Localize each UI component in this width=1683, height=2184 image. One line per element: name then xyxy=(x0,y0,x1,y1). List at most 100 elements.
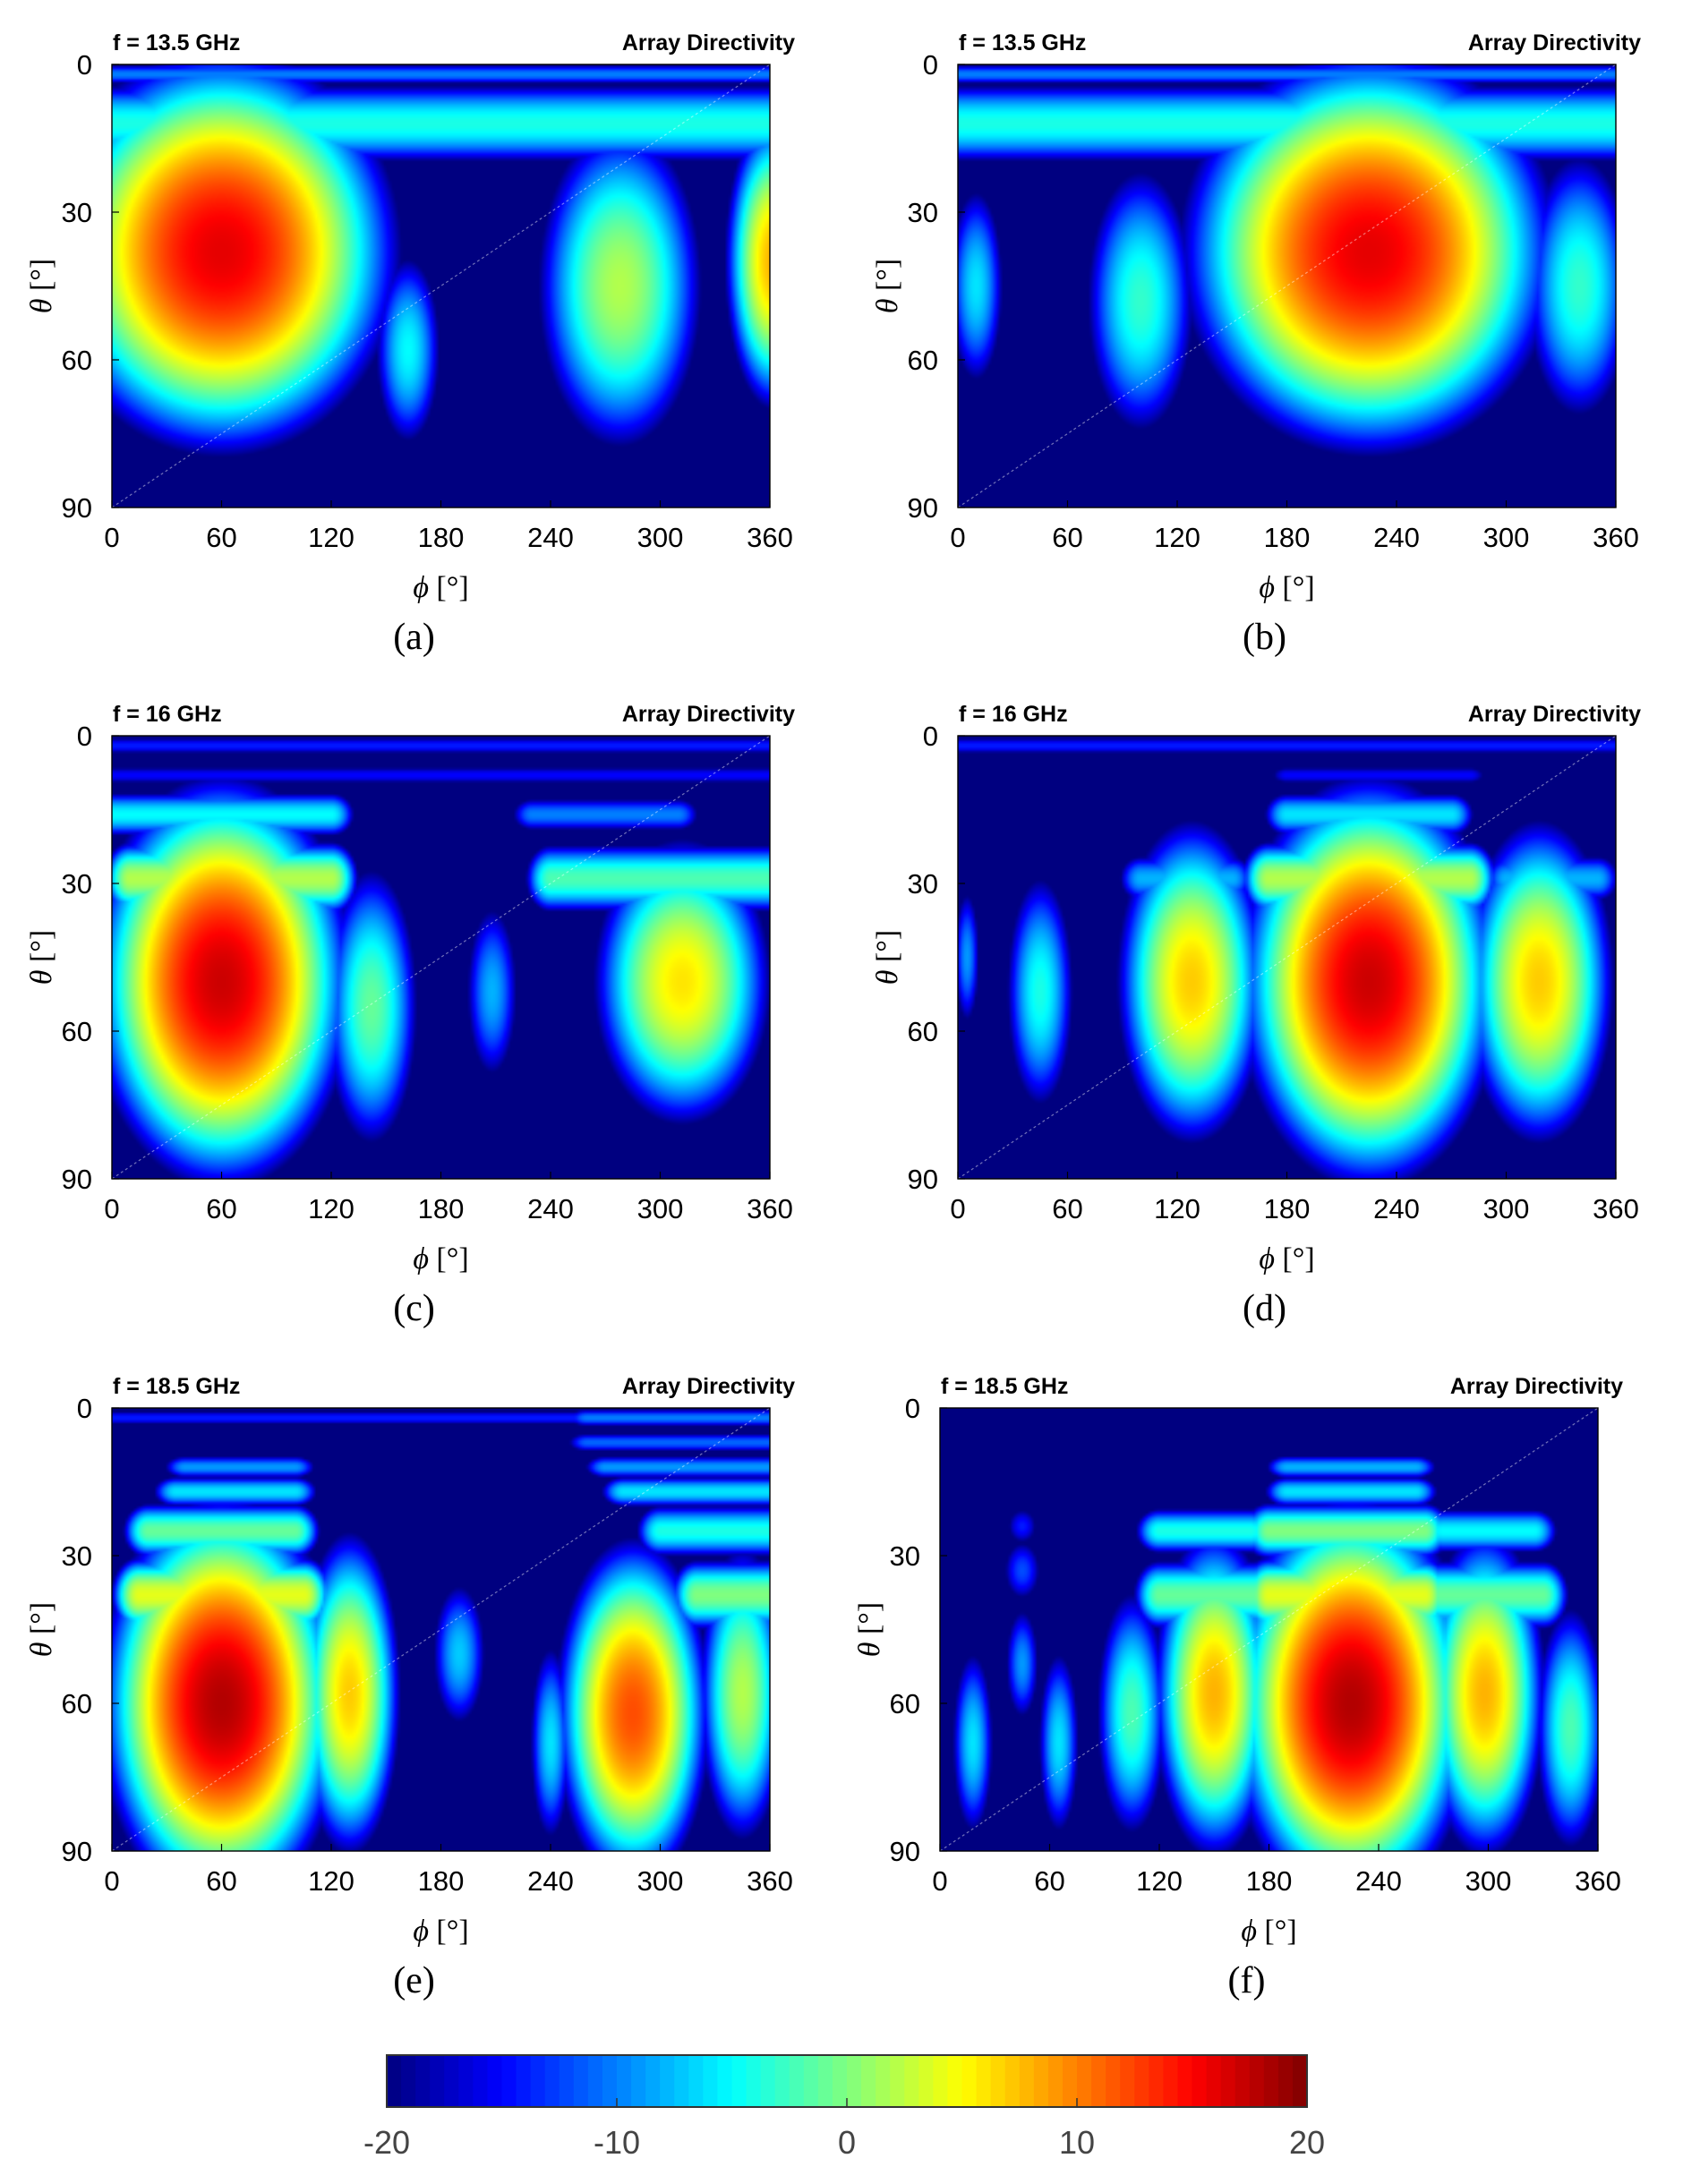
y-axis-label: θ [°] xyxy=(853,1602,886,1657)
heatmap-image xyxy=(112,1408,770,1851)
colorbar-swatch xyxy=(990,2055,1006,2107)
x-tick-label: 60 xyxy=(1034,1865,1064,1897)
heatmap-image xyxy=(112,736,770,1179)
panel-a: 0 60 120 180 240 300 360 0 30 60 90 f = 13.5 GHz Arr… xyxy=(25,30,795,658)
colorbar-swatch xyxy=(703,2055,719,2107)
colorbar-swatch xyxy=(876,2055,891,2107)
x-tick-label: 0 xyxy=(104,1865,119,1897)
colorbar: -20 -10 0 10 20 xyxy=(363,2054,1325,2161)
x-tick-label: 60 xyxy=(206,1193,236,1224)
y-tick-label: 30 xyxy=(908,197,938,228)
x-tick-label: 60 xyxy=(1052,522,1082,553)
x-axis-label: ϕ [°] xyxy=(413,571,468,604)
colorbar-swatch xyxy=(832,2055,848,2107)
frequency-label: f = 18.5 GHz xyxy=(113,1374,240,1399)
x-tick-label: 360 xyxy=(1593,522,1639,553)
colorbar-swatch xyxy=(516,2055,532,2107)
colorbar-swatch xyxy=(746,2055,762,2107)
colorbar-swatch xyxy=(1206,2055,1222,2107)
colorbar-swatch xyxy=(458,2055,474,2107)
x-tick-label: 300 xyxy=(637,1193,684,1224)
diagonal-guide xyxy=(111,1407,771,1852)
x-tick-label: 120 xyxy=(308,1193,355,1224)
frequency-label: f = 18.5 GHz xyxy=(941,1374,1068,1399)
colorbar-swatch xyxy=(674,2055,689,2107)
colorbar-swatch xyxy=(890,2055,905,2107)
colorbar-swatch xyxy=(602,2055,618,2107)
frequency-label: f = 13.5 GHz xyxy=(113,30,240,55)
colorbar-swatch xyxy=(789,2055,805,2107)
colorbar-swatch xyxy=(803,2055,819,2107)
heatmap-image xyxy=(958,736,1616,1179)
colorbar-swatch xyxy=(387,2055,402,2107)
y-tick-label: 60 xyxy=(908,1016,938,1047)
x-axis-label: ϕ [°] xyxy=(413,1242,468,1275)
x-tick-label: 360 xyxy=(747,1865,793,1897)
colorbar-swatch xyxy=(573,2055,589,2107)
y-tick-label: 90 xyxy=(890,1836,920,1867)
colorbar-swatch xyxy=(847,2055,862,2107)
x-tick-label: 0 xyxy=(950,522,965,553)
x-tick-label: 300 xyxy=(1483,522,1530,553)
y-tick-label: 60 xyxy=(62,345,92,376)
x-tick-label: 300 xyxy=(637,522,684,553)
x-tick-label: 120 xyxy=(308,522,355,553)
colorbar-swatch xyxy=(1249,2055,1265,2107)
diagonal-guide xyxy=(111,64,771,508)
x-tick-label: 240 xyxy=(1373,522,1420,553)
x-tick-label: 300 xyxy=(1483,1193,1530,1224)
colorbar-swatch xyxy=(1091,2055,1106,2107)
colorbar-swatch xyxy=(587,2055,603,2107)
colorbar-swatch xyxy=(501,2055,517,2107)
y-tick-label: 60 xyxy=(908,345,938,376)
y-tick-label: 90 xyxy=(908,1164,938,1195)
colorbar-swatch xyxy=(444,2055,459,2107)
panel-f: 0 60 120 180 240 300 360 0 30 60 90 f = 18.5 GHz Arr… xyxy=(853,1374,1623,2001)
x-tick-label: 240 xyxy=(527,1193,574,1224)
colorbar-swatch xyxy=(544,2055,560,2107)
colorbar-swatch xyxy=(1277,2055,1294,2107)
x-tick-label: 180 xyxy=(1246,1865,1293,1897)
panel-title: Array Directivity xyxy=(1468,702,1641,727)
subfigure-label: (c) xyxy=(393,1288,435,1329)
subfigure-label: (b) xyxy=(1243,617,1286,658)
frequency-label: f = 16 GHz xyxy=(113,702,222,727)
y-tick-label: 0 xyxy=(77,49,92,81)
colorbar-swatch xyxy=(1047,2055,1064,2107)
y-tick-label: 30 xyxy=(62,197,92,228)
y-tick-label: 0 xyxy=(77,1393,92,1424)
colorbar-swatch xyxy=(1263,2055,1279,2107)
y-tick-label: 0 xyxy=(905,1393,920,1424)
panel-title: Array Directivity xyxy=(1468,30,1641,55)
frequency-label: f = 16 GHz xyxy=(959,702,1068,727)
x-tick-label: 60 xyxy=(206,1865,236,1897)
y-tick-label: 30 xyxy=(62,868,92,900)
y-axis-label: θ [°] xyxy=(871,259,904,313)
panel-title: Array Directivity xyxy=(1450,1374,1623,1399)
colorbar-swatch xyxy=(688,2055,704,2107)
y-tick-label: 30 xyxy=(908,868,938,900)
colorbar-swatch xyxy=(487,2055,503,2107)
x-tick-label: 0 xyxy=(104,522,119,553)
x-axis-label: ϕ [°] xyxy=(1259,1242,1314,1275)
y-axis-label: θ [°] xyxy=(25,930,58,985)
x-axis-label: ϕ [°] xyxy=(413,1915,468,1948)
x-tick-label: 240 xyxy=(1373,1193,1420,1224)
colorbar-swatch xyxy=(1134,2055,1149,2107)
panel-title: Array Directivity xyxy=(622,1374,795,1399)
colorbar-swatch xyxy=(1192,2055,1208,2107)
colorbar-swatch xyxy=(904,2055,919,2107)
x-tick-label: 300 xyxy=(637,1865,684,1897)
y-axis-label: θ [°] xyxy=(871,930,904,985)
colorbar-swatch xyxy=(1106,2055,1121,2107)
colorbar-swatch xyxy=(731,2055,748,2107)
colorbar-swatch xyxy=(401,2055,416,2107)
x-tick-label: 300 xyxy=(1465,1865,1512,1897)
colorbar-swatch xyxy=(473,2055,489,2107)
colorbar-swatch xyxy=(918,2055,934,2107)
subfigure-label: (e) xyxy=(393,1960,435,2001)
x-tick-label: 360 xyxy=(1593,1193,1639,1224)
panel-e: 0 60 120 180 240 300 360 0 30 60 90 f = 18.5 GHz Arr… xyxy=(25,1374,795,2001)
colorbar-tick-label: 10 xyxy=(1059,2124,1095,2161)
